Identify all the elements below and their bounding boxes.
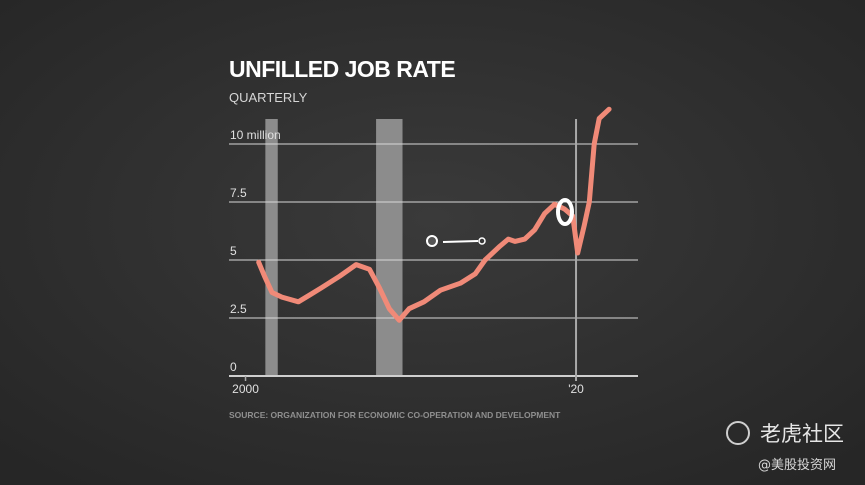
y-tick-label: 0 bbox=[230, 360, 237, 374]
doodle-end bbox=[478, 237, 486, 245]
recession-band bbox=[265, 119, 278, 376]
shading-layer bbox=[265, 119, 403, 376]
doodle-dot bbox=[426, 235, 438, 247]
chart-subtitle: QUARTERLY bbox=[229, 90, 308, 105]
watermark-icon bbox=[726, 421, 750, 445]
doodle-line bbox=[442, 240, 479, 243]
doodle-circle bbox=[556, 198, 574, 226]
y-tick-label: 2.5 bbox=[230, 302, 247, 316]
x-tick-label: '20 bbox=[568, 382, 584, 396]
y-tick-label: 5 bbox=[230, 244, 237, 258]
source-note: SOURCE: ORGANIZATION FOR ECONOMIC CO-OPE… bbox=[229, 410, 561, 420]
y-tick-label: 7.5 bbox=[230, 186, 247, 200]
watermark-brand: 老虎社区 bbox=[760, 422, 844, 446]
y-tick-label: 10 million bbox=[230, 128, 281, 142]
x-tick-label: 2000 bbox=[232, 382, 259, 396]
chart-title: UNFILLED JOB RATE bbox=[229, 56, 455, 82]
recession-band bbox=[376, 119, 403, 376]
watermark-handle: @美股投资网 bbox=[758, 457, 836, 473]
data-line bbox=[256, 106, 612, 323]
plot-layer bbox=[256, 106, 612, 323]
